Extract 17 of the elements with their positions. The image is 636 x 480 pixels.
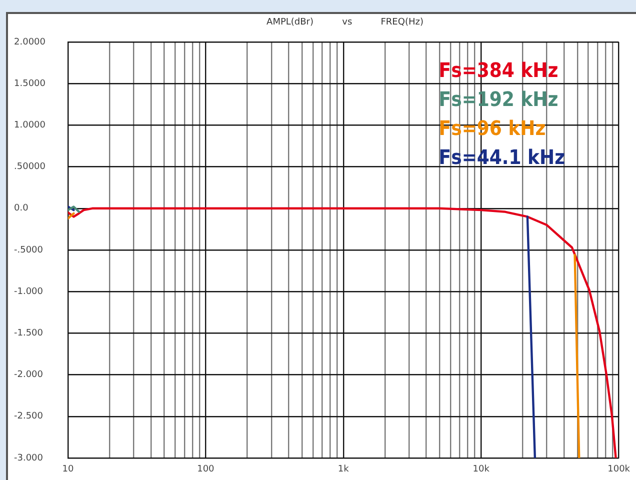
- y-tick-label: -2.500: [14, 412, 44, 422]
- y-tick-label: -1.000: [14, 286, 44, 297]
- x-tick-label: 1k: [338, 464, 350, 475]
- y-tick-label: -1.500: [14, 328, 44, 339]
- y-tick-label: .50000: [14, 162, 46, 172]
- x-tick-label: 100k: [608, 464, 631, 475]
- y-tick-label: 1.5000: [14, 78, 46, 89]
- chart-title: AMPL(dBr) vs FREQ(Hz): [266, 17, 424, 28]
- y-tick-label: -.5000: [14, 245, 44, 256]
- x-tick-label: 100: [197, 464, 215, 475]
- y-tick-label: -3.000: [14, 453, 44, 464]
- y-tick-label: 1.0000: [14, 120, 46, 131]
- y-tick-label: -2.000: [14, 370, 44, 380]
- y-tick-label: 2.0000: [14, 37, 46, 48]
- x-tick-label: 10k: [472, 464, 490, 475]
- x-tick-label: 10: [62, 464, 74, 475]
- y-tick-label: 0.0: [14, 204, 29, 214]
